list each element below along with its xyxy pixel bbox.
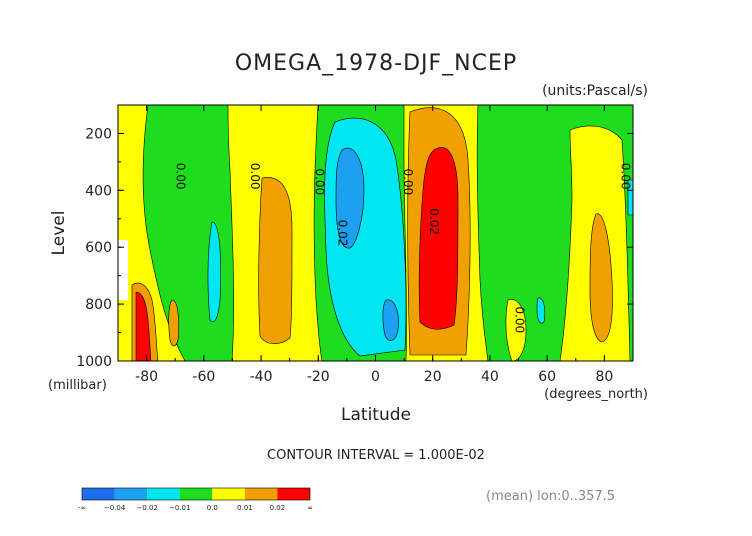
patch-cyan-west [207, 221, 222, 323]
contour-interval: CONTOUR INTERVAL = 1.000E-02 [267, 448, 485, 463]
y-tick-label: 1000 [76, 354, 112, 370]
contour-label: 0.00 [513, 306, 527, 333]
colorbar-label: 0.02 [270, 504, 286, 512]
colorbar-swatch [244, 488, 278, 500]
colorbar-label: ∞ [307, 504, 313, 512]
contour-label: 0.00 [174, 163, 188, 190]
x-tick-label: 80 [595, 369, 613, 385]
patch-blue-central [335, 147, 365, 249]
y-tick-label: 400 [85, 183, 112, 199]
y-tick-label: 800 [85, 297, 112, 313]
contour-label: 0.00 [312, 168, 326, 195]
contour-label: 0.00 [619, 163, 633, 190]
x-tick-label: -60 [192, 369, 215, 385]
x-tick-label: -20 [307, 369, 330, 385]
units-label: (units:Pascal/s) [542, 83, 648, 99]
colorbar-label: 0.0 [207, 504, 218, 512]
y-tick-label: 200 [85, 126, 112, 142]
colorbar-swatch [212, 488, 245, 500]
x-tick-label: 0 [371, 369, 380, 385]
x-tick-label: 60 [538, 369, 556, 385]
colorbar-frame [81, 487, 311, 501]
x-tick-label: 20 [424, 369, 442, 385]
patch-cyan-east-edge [627, 179, 633, 216]
colorbar-label: −0.02 [136, 504, 157, 512]
colorbar-swatch [179, 488, 213, 500]
x-tick-label: -40 [250, 369, 273, 385]
contour-label: 0.02 [427, 208, 441, 235]
x-tick-label: 40 [481, 369, 499, 385]
y-axis: 200 400 600 800 1000 [76, 104, 633, 370]
contour-labels: 0.00 0.00 0.00 0.00 0.02 0.02 0.00 0.00 [174, 163, 633, 333]
band-white-left [118, 240, 128, 300]
patch-orange-small [168, 299, 180, 347]
colorbar-swatch [82, 488, 115, 500]
patch-cyan-east-small [536, 297, 546, 324]
colorbar-label: -∞ [78, 504, 86, 512]
x-tick-label: -80 [135, 369, 158, 385]
y-axis-label: Level [49, 211, 69, 256]
patch-red-lower-left [135, 291, 152, 361]
contour-label: 0.02 [335, 220, 349, 247]
y-unit-label: (millibar) [48, 378, 107, 393]
patch-orange-west [258, 177, 293, 345]
patch-blue-lower [382, 299, 399, 341]
patch-yellow-east-small [505, 299, 527, 361]
patch-red-north [418, 147, 459, 330]
y-tick-label: 600 [85, 240, 112, 256]
colorbar: -∞ −0.04 −0.02 −0.01 0.0 0.01 0.02 ∞ [78, 487, 313, 512]
x-axis: -80 -60 -40 -20 0 20 40 60 80 [117, 105, 634, 385]
chart-title: OMEGA_1978-DJF_NCEP [235, 51, 517, 76]
contour-label: 0.00 [401, 168, 415, 195]
contour-field [118, 105, 633, 361]
patch-orange-east [589, 213, 613, 343]
colorbar-label: −0.01 [169, 504, 190, 512]
contour-label: 0.00 [248, 163, 262, 190]
colorbar-swatch [114, 488, 148, 500]
x-axis-label: Latitude [341, 405, 411, 425]
colorbar-label: −0.04 [104, 504, 126, 512]
colorbar-label: 0.01 [237, 504, 253, 512]
x-unit-label: (degrees_north) [544, 387, 648, 402]
colorbar-swatch [277, 488, 310, 500]
colorbar-swatch [147, 488, 180, 500]
mean-note: (mean) lon:0..357.5 [486, 489, 615, 504]
